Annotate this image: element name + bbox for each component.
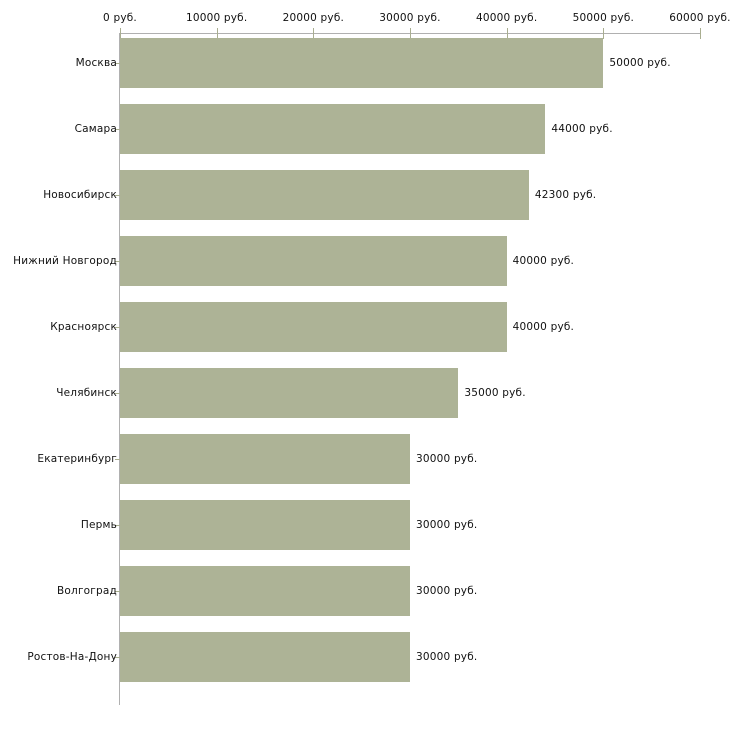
y-axis-tick: [115, 261, 120, 262]
x-axis-tick-label: 0 руб.: [103, 12, 137, 24]
x-axis-tick: [506, 28, 508, 39]
x-axis-tick-label: 50000 руб.: [572, 12, 635, 24]
x-axis-tick: [603, 28, 605, 39]
x-axis-tick: [216, 28, 218, 39]
x-axis-tick-label: 60000 руб.: [669, 12, 730, 24]
y-axis-tick: [115, 63, 120, 64]
bar[interactable]: [120, 632, 410, 682]
category-label: Самара: [74, 123, 117, 135]
x-axis-tick-label: 30000 руб.: [379, 12, 441, 24]
bar[interactable]: [120, 104, 546, 154]
x-axis-tick: [700, 28, 701, 39]
category-label: Красноярск: [50, 321, 117, 333]
y-axis-tick: [115, 459, 120, 460]
bar-value-label: 50000 руб.: [609, 57, 671, 69]
y-axis-tick: [115, 393, 120, 394]
category-label: Екатеринбург: [37, 453, 117, 465]
bar-value-label: 40000 руб.: [512, 321, 575, 333]
x-axis-tick: [313, 28, 315, 39]
bar-value-label: 35000 руб.: [464, 387, 526, 399]
bar-value-label: 42300 руб.: [534, 189, 597, 201]
bar[interactable]: [120, 302, 507, 352]
bar-value-label: 30000 руб.: [416, 585, 478, 597]
y-axis-tick: [115, 525, 120, 526]
x-axis-tick-label: 10000 руб.: [185, 12, 248, 24]
x-axis-tick-label: 20000 руб.: [282, 12, 345, 24]
category-label: Пермь: [80, 519, 117, 531]
category-label: Ростов-На-Дону: [27, 651, 117, 663]
category-label: Москва: [75, 57, 117, 69]
y-axis-tick: [115, 591, 120, 592]
y-axis-tick: [115, 129, 120, 130]
y-axis-tick: [115, 657, 120, 658]
bar[interactable]: [120, 38, 604, 88]
bar-value-label: 30000 руб.: [416, 453, 478, 465]
category-label: Волгоград: [57, 585, 117, 597]
category-label: Нижний Новгород: [13, 255, 117, 267]
y-axis-tick: [115, 195, 120, 196]
category-label: Новосибирск: [43, 189, 117, 201]
category-label: Челябинск: [56, 387, 117, 399]
bar[interactable]: [120, 236, 507, 286]
bar[interactable]: [120, 434, 410, 484]
x-axis-tick: [410, 28, 411, 39]
x-axis-tick: [120, 28, 121, 39]
bar[interactable]: [120, 500, 410, 550]
bar-value-label: 30000 руб.: [416, 519, 478, 531]
y-axis-line: [119, 33, 120, 705]
bar[interactable]: [120, 566, 410, 616]
x-axis-tick-label: 40000 руб.: [475, 12, 538, 24]
bar[interactable]: [120, 368, 459, 418]
bar-value-label: 40000 руб.: [512, 255, 575, 267]
y-axis-tick: [115, 327, 120, 328]
bar-value-label: 44000 руб.: [551, 123, 613, 135]
bar-value-label: 30000 руб.: [416, 651, 478, 663]
bar[interactable]: [120, 170, 529, 220]
